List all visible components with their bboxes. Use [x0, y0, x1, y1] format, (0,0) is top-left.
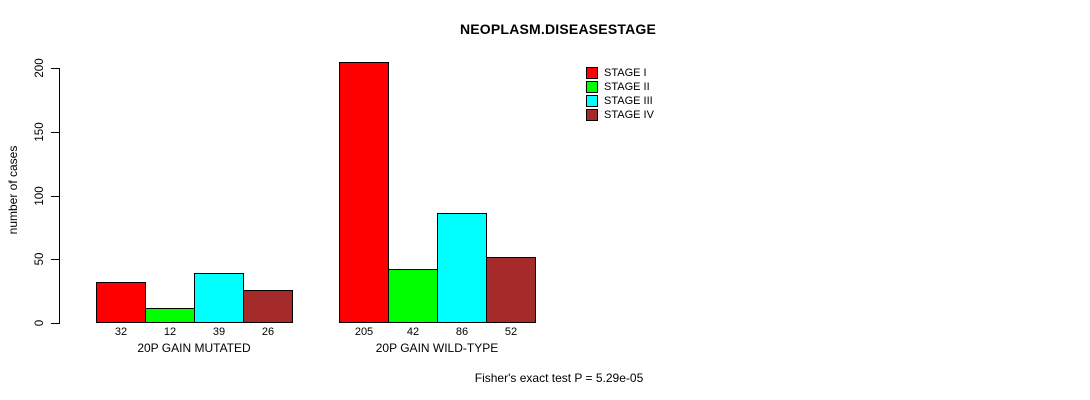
y-axis-label: number of cases	[6, 145, 20, 235]
bar-stage-iv-g1	[243, 290, 293, 323]
bar-stage-i-g2	[339, 62, 389, 323]
y-axis-tick-label: 0	[34, 319, 46, 327]
y-axis-tick-label: 100	[34, 186, 46, 206]
legend-swatch-stage-iii	[586, 94, 598, 107]
legend-label: STAGE II	[604, 80, 650, 93]
y-axis-tick	[51, 132, 59, 133]
legend-swatch-stage-i	[586, 66, 598, 79]
bar-stage-iv-g2	[486, 257, 536, 323]
y-axis-tick-label: 50	[34, 252, 46, 266]
chart-title: NEOPLASM.DISEASESTAGE	[459, 21, 657, 37]
bar-value-label: 86	[455, 326, 469, 338]
legend: STAGE I STAGE II STAGE III STAGE IV	[586, 66, 654, 122]
y-axis-tick	[51, 68, 59, 69]
y-axis-tick-label: 200	[34, 58, 46, 78]
legend-item: STAGE III	[586, 94, 654, 107]
legend-swatch-stage-iv	[586, 108, 598, 121]
annotation-text: Fisher's exact test P = 5.29e-05	[474, 371, 644, 385]
bar-value-label: 32	[114, 326, 128, 338]
legend-label: STAGE I	[604, 66, 647, 79]
bar-value-label: 52	[504, 326, 518, 338]
y-axis-line	[59, 68, 60, 324]
bar-stage-iii-g2	[437, 213, 487, 323]
bar-value-label: 42	[406, 326, 420, 338]
legend-item: STAGE II	[586, 80, 654, 93]
y-axis-tick	[51, 259, 59, 260]
legend-item: STAGE IV	[586, 108, 654, 121]
bar-value-label: 26	[261, 326, 275, 338]
legend-swatch-stage-ii	[586, 80, 598, 93]
bar-stage-ii-g1	[145, 308, 195, 323]
bar-stage-i-g1	[96, 282, 146, 323]
bar-stage-ii-g2	[388, 269, 438, 323]
legend-label: STAGE IV	[604, 108, 654, 121]
bar-stage-iii-g1	[194, 273, 244, 323]
category-label: 20P GAIN WILD-TYPE	[375, 341, 499, 355]
legend-label: STAGE III	[604, 94, 653, 107]
y-axis-tick-label: 150	[34, 122, 46, 142]
bar-value-label: 205	[354, 326, 374, 338]
y-axis-tick	[51, 323, 59, 324]
bar-value-label: 12	[163, 326, 177, 338]
bar-value-label: 39	[212, 326, 226, 338]
category-label: 20P GAIN MUTATED	[137, 341, 251, 355]
y-axis-tick	[51, 196, 59, 197]
legend-item: STAGE I	[586, 66, 654, 79]
